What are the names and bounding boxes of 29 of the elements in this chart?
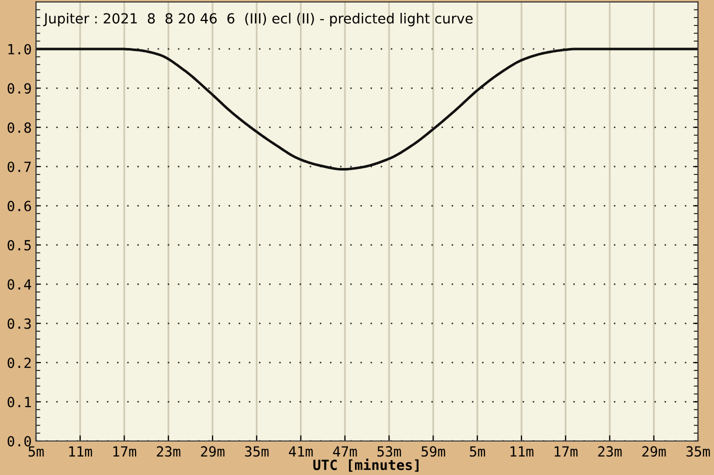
y-tick-label: 0.9 <box>8 83 31 94</box>
x-tick-label: 59m <box>422 446 446 457</box>
y-tick-label: 0.7 <box>8 162 31 172</box>
x-tick-label: 41m <box>288 446 313 456</box>
x-tick-label: 29m <box>201 446 224 457</box>
y-tick-label: 0.0 <box>8 436 31 447</box>
x-axis-title: UTC [minutes] <box>313 458 418 472</box>
x-tick-label: 35m <box>686 446 710 457</box>
x-tick-label: 5m <box>28 446 44 457</box>
y-tick-label: 0.2 <box>8 358 31 368</box>
x-tick-label: 23m <box>156 446 180 457</box>
x-tick-label: 17m <box>113 446 136 456</box>
y-tick-label: 0.1 <box>8 396 31 408</box>
x-tick-label: 35m <box>245 446 269 457</box>
y-tick-label: 1.0 <box>8 44 31 54</box>
x-tick-label: 5m <box>470 446 486 457</box>
y-tick-label: 0.5 <box>8 240 31 250</box>
x-tick-label: 11m <box>510 446 534 456</box>
y-tick-label: 0.4 <box>8 279 32 290</box>
x-tick-label: 29m <box>642 446 666 457</box>
x-tick-label: 23m <box>598 446 622 457</box>
y-tick-label: 0.6 <box>8 200 31 212</box>
x-tick-label: 53m <box>377 446 401 457</box>
x-tick-label: 11m <box>69 446 92 456</box>
x-tick-label: 47m <box>333 446 357 456</box>
text: Jupiter : 2021 8 8 20 46 6 (III) ecl (II) - predicted light curve <box>43 12 473 26</box>
y-tick-label: 0.3 <box>8 318 31 329</box>
x-tick-label: 17m <box>554 446 578 456</box>
y-tick-label: 0.8 <box>8 122 31 133</box>
